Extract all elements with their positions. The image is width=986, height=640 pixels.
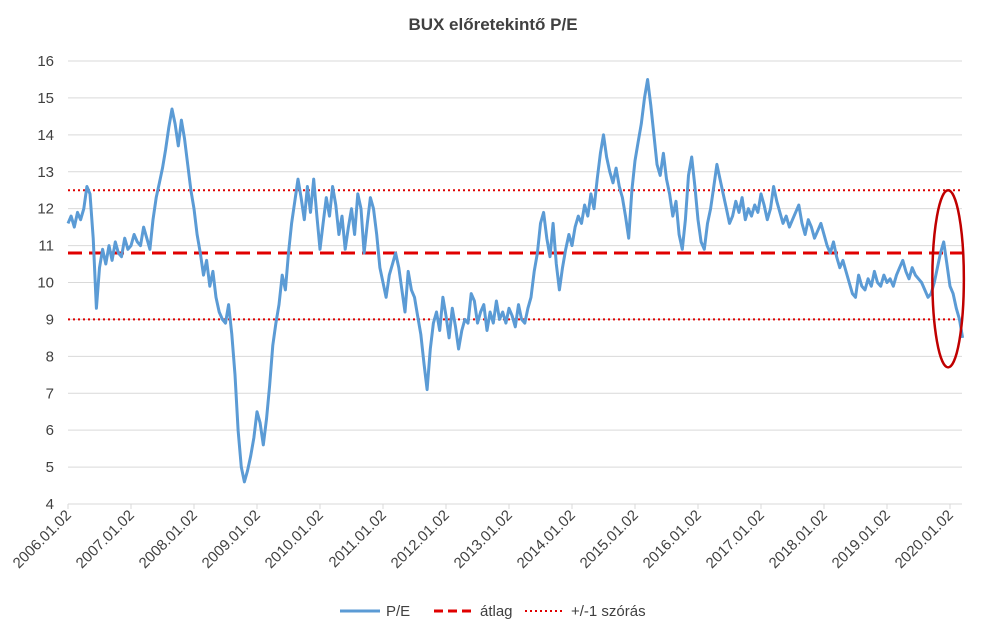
y-tick-label: 9 xyxy=(46,311,54,328)
y-axis-ticks: 4 5 6 7 8 9 10 11 12 13 14 15 16 xyxy=(37,53,54,513)
x-tick-label: 2014.01.02 xyxy=(514,507,579,572)
chart-title: BUX előretekintő P/E xyxy=(408,15,577,34)
y-tick-label: 4 xyxy=(46,496,54,513)
legend-label: +/-1 szórás xyxy=(571,603,646,620)
highlight-ellipse xyxy=(931,188,966,369)
x-tick-label: 2006.01.02 xyxy=(10,507,75,572)
legend-label: átlag xyxy=(480,603,513,620)
x-tick-label: 2012.01.02 xyxy=(388,507,453,572)
legend-label: P/E xyxy=(386,603,410,620)
y-tick-label: 13 xyxy=(37,164,54,181)
y-tick-label: 5 xyxy=(46,459,54,476)
x-tick-label: 2016.01.02 xyxy=(640,507,705,572)
x-tick-label: 2011.01.02 xyxy=(326,507,390,571)
x-axis-ticks: 2006.01.022007.01.022008.01.022009.01.02… xyxy=(10,504,957,572)
x-tick-label: 2013.01.02 xyxy=(451,507,516,572)
pe-series-line xyxy=(66,78,965,484)
legend: P/E átlag +/-1 szórás xyxy=(340,603,646,620)
gridlines xyxy=(68,60,962,505)
y-tick-label: 12 xyxy=(37,201,54,218)
series-layer xyxy=(66,78,965,484)
x-tick-label: 2007.01.02 xyxy=(73,507,138,572)
y-tick-label: 6 xyxy=(46,422,54,439)
x-tick-label: 2018.01.02 xyxy=(766,507,831,572)
y-tick-label: 10 xyxy=(37,275,54,292)
y-tick-label: 15 xyxy=(37,90,54,107)
x-tick-label: 2008.01.02 xyxy=(136,507,201,572)
x-tick-label: 2019.01.02 xyxy=(829,507,894,572)
annotation-layer xyxy=(931,188,966,369)
x-tick-label: 2010.01.02 xyxy=(262,507,327,572)
y-tick-label: 8 xyxy=(46,348,54,365)
y-tick-label: 16 xyxy=(37,53,54,70)
x-tick-label: 2009.01.02 xyxy=(199,507,264,572)
x-tick-label: 2017.01.02 xyxy=(703,507,768,572)
y-tick-label: 11 xyxy=(38,238,54,255)
y-tick-label: 7 xyxy=(46,385,54,402)
x-tick-label: 2015.01.02 xyxy=(577,507,642,572)
x-tick-label: 2020.01.02 xyxy=(892,507,957,572)
reference-lines xyxy=(68,189,962,321)
y-tick-label: 14 xyxy=(37,127,54,144)
